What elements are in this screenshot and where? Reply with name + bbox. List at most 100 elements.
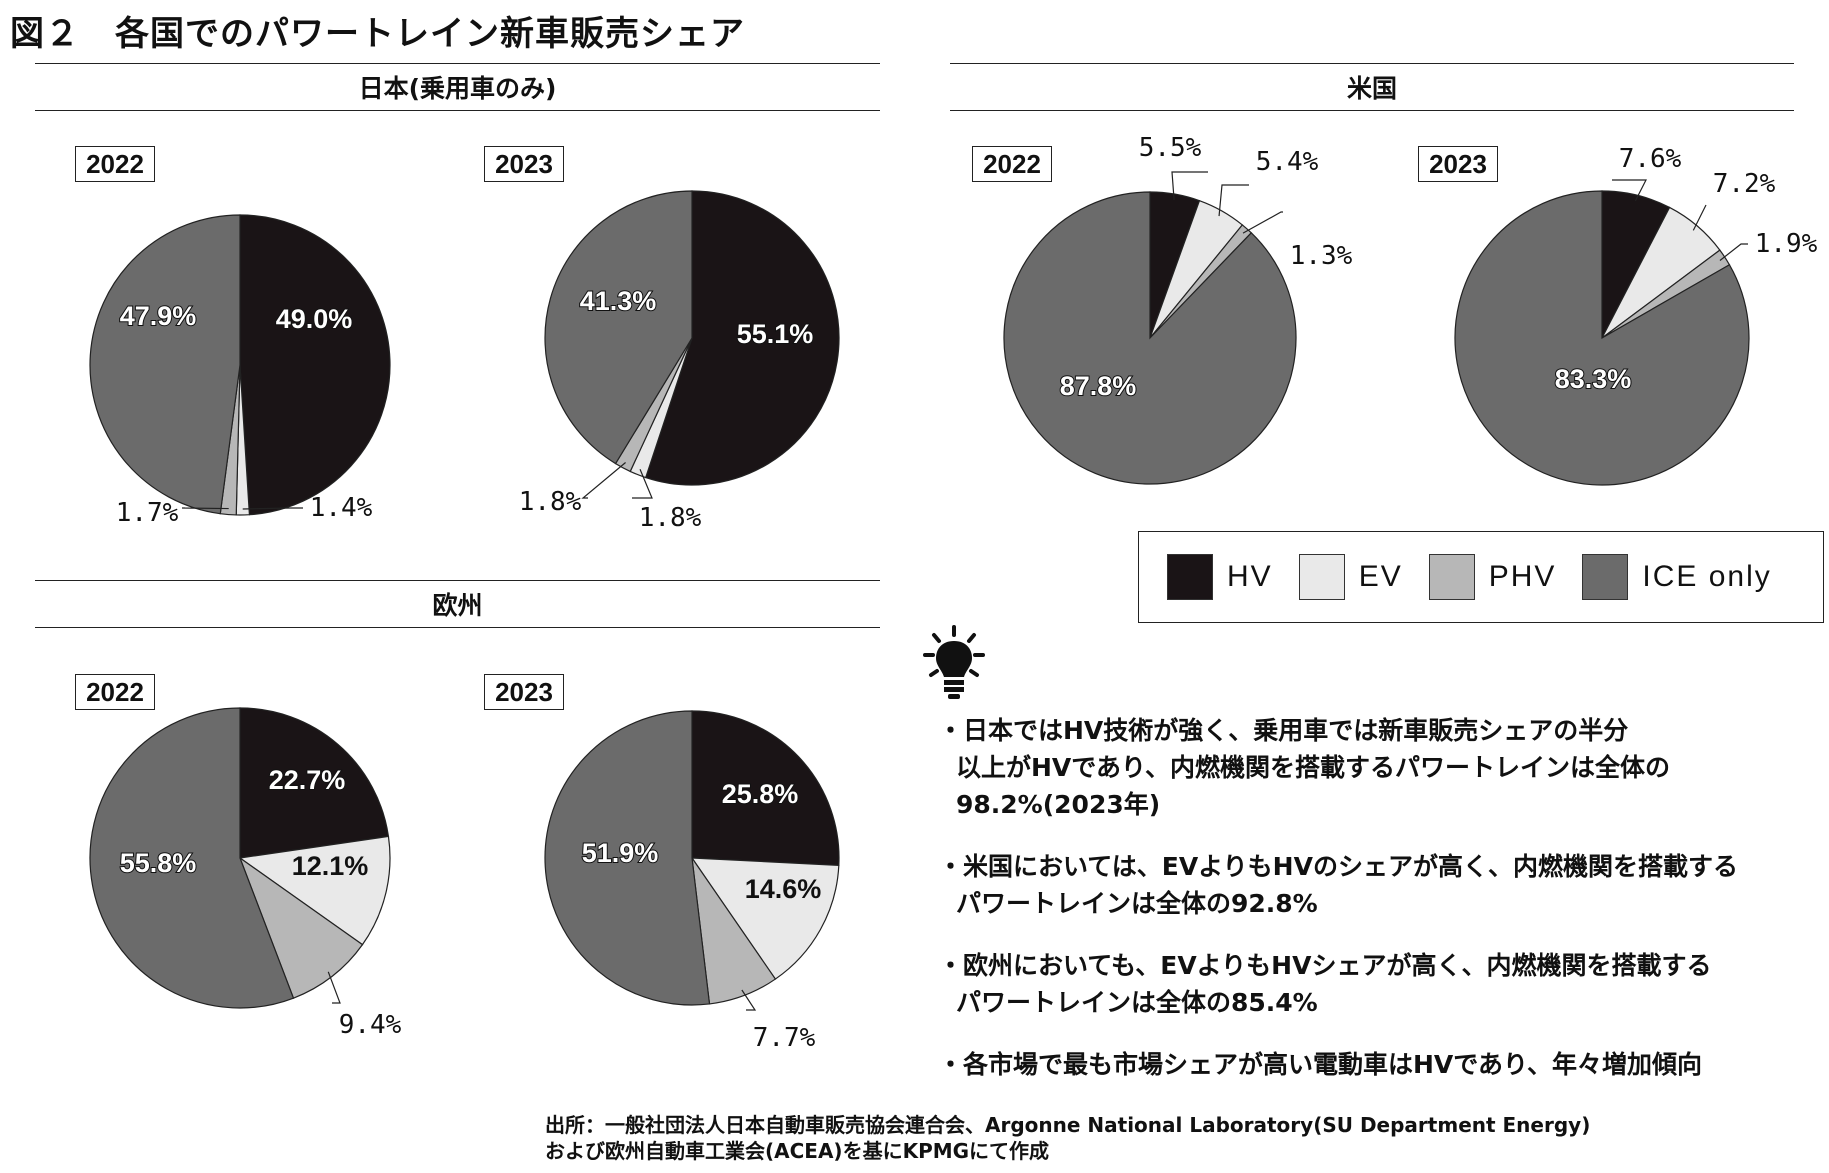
pie-slice-ev (1601, 206, 1721, 339)
pie-slice-ev (629, 337, 693, 479)
note-summary: ・各市場で最も市場シェアが高い電動車はHVであり、年々増加傾向 (938, 1046, 1823, 1083)
data-label-ice: 41.3% (580, 286, 657, 316)
pie-slice-phv (1149, 224, 1253, 339)
source-note: 出所：一般社団法人日本自動車販売協会連合会、Argonne National L… (545, 1112, 1590, 1164)
leader-line-phv (1719, 243, 1748, 261)
legend-label-ice: ICE only (1642, 560, 1772, 593)
section-header-japan: 日本(乗用車のみ) (35, 63, 880, 111)
legend-item-phv: PHV (1428, 554, 1557, 600)
pie-chart-europe-2023: 25.8% 14.6% 7.7% 51.9% (544, 710, 840, 1053)
source-line: および欧州自動車工業会(ACEA)を基にKPMGにて作成 (545, 1139, 1050, 1163)
leader-line-ev (1692, 204, 1707, 231)
pie-slice-hv (1149, 191, 1201, 339)
data-label-ice: 51.9% (582, 838, 659, 868)
data-label-ice: 87.8% (1060, 371, 1137, 401)
pie-chart-europe-2022: 22.7% 12.1% 9.4% 55.8% (89, 707, 402, 1040)
data-label-phv: 1.7% (116, 498, 179, 528)
pie-slice-hv (1601, 190, 1671, 339)
lightbulb-icon (923, 625, 985, 699)
pie-slice-ev (1149, 199, 1244, 339)
source-line: 出所：一般社団法人日本自動車販売協会連合会、Argonne National L… (545, 1113, 1591, 1137)
year-label-us-2022: 2022 (972, 146, 1052, 182)
note-line: 98.2%(2023年) (956, 790, 1161, 819)
pie-slice-hv (691, 710, 840, 867)
note-us: ・米国においては、EVよりもHVのシェアが高く、内燃機関を搭載する パワートレイ… (938, 848, 1823, 922)
data-label-hv: 7.6% (1619, 144, 1682, 174)
data-label-ice: 83.3% (1555, 364, 1632, 394)
pie-slice-ice (544, 190, 693, 465)
legend-label-hv: HV (1227, 560, 1273, 593)
pie-slice-phv (219, 364, 241, 516)
pie-chart-us-2023: 7.6% 7.2% 1.9% 83.3% (1454, 144, 1818, 486)
pie-slice-ev (235, 364, 251, 516)
data-label-ev: 1.4% (310, 493, 373, 523)
pie-slice-ice (544, 710, 711, 1006)
pie-slice-hv (239, 214, 391, 516)
leader-line-phv (741, 989, 757, 1011)
section-header-europe: 欧州 (35, 580, 880, 628)
leader-line-hv (1171, 171, 1208, 200)
leader-line-hv (1612, 179, 1647, 202)
pie-slice-ice (1454, 190, 1750, 486)
pie-slice-phv (1601, 249, 1731, 339)
pie-slice-phv (691, 857, 777, 1005)
pie-slice-ice (1003, 191, 1297, 485)
data-label-hv: 25.8% (722, 779, 799, 809)
pie-slice-ice (89, 214, 241, 515)
leader-line-phv (181, 507, 229, 510)
legend-swatch-ev (1298, 554, 1345, 600)
pie-chart-us-2022: 5.5% 5.4% 1.3% 87.8% (1003, 133, 1353, 485)
data-label-phv: 7.7% (753, 1023, 816, 1053)
figure-title: 図２ 各国でのパワートレイン新車販売シェア (10, 14, 745, 54)
note-line: 以上がHVであり、内燃機関を搭載するパワートレインは全体の (956, 753, 1671, 782)
note-line: ・欧州においても、EVよりもHVシェアが高く、内燃機関を搭載する (938, 951, 1712, 980)
data-label-ev: 5.4% (1256, 147, 1319, 177)
note-line: ・米国においては、EVよりもHVのシェアが高く、内燃機関を搭載する (938, 852, 1738, 881)
leader-line-ev (632, 468, 653, 499)
pie-slice-hv (239, 707, 390, 859)
data-label-hv: 22.7% (269, 765, 346, 795)
legend-swatch-phv (1428, 554, 1475, 600)
data-label-hv: 55.1% (737, 319, 814, 349)
pie-slice-ev (690, 857, 840, 980)
year-label-europe-2023: 2023 (484, 674, 564, 710)
leader-line-phv (327, 971, 341, 1004)
year-label-japan-2023: 2023 (484, 146, 564, 182)
note-line: ・各市場で最も市場シェアが高い電動車はHVであり、年々増加傾向 (938, 1050, 1703, 1079)
leader-line-phv (1242, 211, 1283, 234)
data-label-phv: 1.8% (519, 487, 582, 517)
note-europe: ・欧州においても、EVよりもHVシェアが高く、内燃機関を搭載する パワートレイン… (938, 947, 1823, 1021)
leader-line-ev (242, 507, 303, 510)
note-line: パワートレインは全体の92.8% (956, 889, 1318, 918)
pie-chart-japan-2022: 49.0% 1.4% 1.7% 47.9% (89, 214, 391, 528)
data-label-ev: 1.8% (639, 503, 702, 533)
data-label-phv: 9.4% (339, 1010, 402, 1040)
leader-line-ev (1218, 184, 1249, 217)
pie-slice-phv (614, 337, 693, 473)
data-label-ev: 7.2% (1713, 169, 1776, 199)
leader-line-phv (581, 462, 626, 499)
note-line: ・日本ではHV技術が強く、乗用車では新車販売シェアの半分 (938, 716, 1629, 745)
year-label-japan-2022: 2022 (75, 146, 155, 182)
note-japan: ・日本ではHV技術が強く、乗用車では新車販売シェアの半分 以上がHVであり、内燃… (938, 712, 1823, 823)
data-label-hv: 49.0% (276, 304, 353, 334)
legend-label-phv: PHV (1488, 560, 1557, 593)
data-label-ev: 14.6% (745, 874, 822, 904)
data-label-ice: 47.9% (120, 301, 197, 331)
data-label-ev: 12.1% (292, 851, 369, 881)
notes-list: ・日本ではHV技術が強く、乗用車では新車販売シェアの半分 以上がHVであり、内燃… (938, 712, 1823, 1108)
pie-slice-ice (89, 707, 295, 1009)
year-label-europe-2022: 2022 (75, 674, 155, 710)
pie-slice-hv (644, 190, 840, 486)
legend: HV EV PHV ICE only (1138, 531, 1824, 623)
data-label-phv: 1.3% (1290, 241, 1353, 271)
legend-item-ice: ICE only (1582, 554, 1771, 600)
year-label-us-2023: 2023 (1418, 146, 1498, 182)
legend-item-hv: HV (1167, 554, 1273, 600)
pie-slice-phv (238, 856, 364, 999)
legend-item-ev: EV (1298, 554, 1403, 600)
section-header-us: 米国 (950, 63, 1794, 111)
pie-chart-japan-2023: 55.1% 1.8% 1.8% 41.3% (519, 190, 840, 533)
data-label-ice: 55.8% (120, 848, 197, 878)
legend-swatch-hv (1167, 554, 1213, 600)
